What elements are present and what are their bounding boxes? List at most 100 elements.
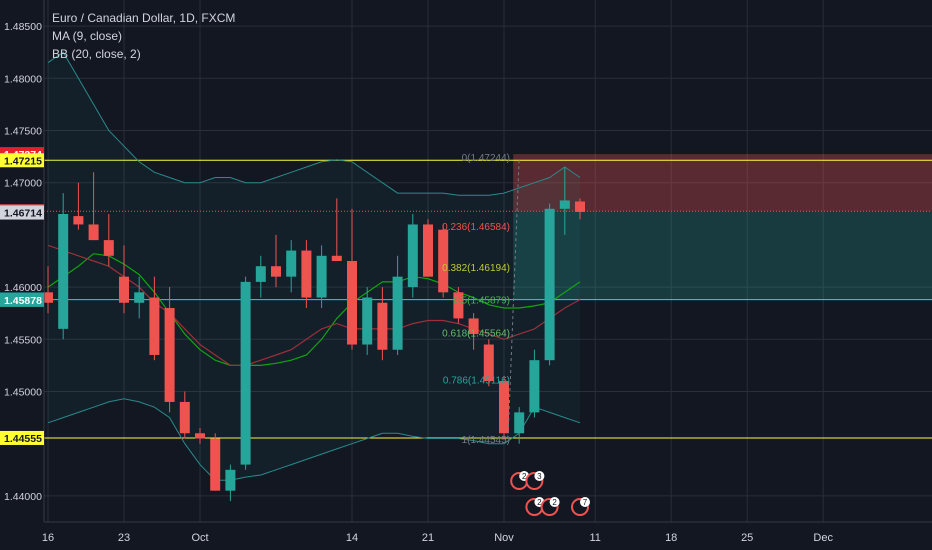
candle [377,287,388,361]
price-badge [0,292,44,307]
price-badge-label: 1.46714 [4,208,42,220]
candle-body [195,433,205,439]
candle-body [453,292,464,319]
candle [240,276,251,470]
candle-body [331,255,342,261]
candle [316,245,327,308]
candle [179,391,190,439]
candle-body [514,412,525,434]
candle-body [286,250,297,277]
price-badge [0,430,44,445]
fibonacci-retracement[interactable]: 0(1.47244) 0.236(1.46584) 0.382(1.46194) 0.… [442,153,520,446]
candle [453,287,464,324]
time-tick-label: 14 [346,532,358,544]
price-tick-label: 1.47500 [4,126,42,138]
price-tick-label: 1.45500 [4,334,42,346]
candle-body [225,469,236,491]
candle [271,234,281,288]
candle-body [407,224,418,288]
candle-body [119,276,129,303]
event-marker-badge [549,497,560,507]
candle [499,375,509,439]
event-marker-badge [534,471,545,481]
fib-level-label[interactable]: 0.382(1.46194) [442,263,510,274]
fib-trend-line[interactable] [507,157,520,440]
candle-body [483,344,494,382]
candle [559,167,570,235]
candle [331,198,342,261]
candle [58,193,69,340]
event-marker-count: 7 [583,498,588,507]
price-tick-label: 1.45000 [4,387,42,399]
price-badge-label: 1.44555 [4,433,42,445]
event-marker[interactable]: 2 [540,497,560,516]
event-marker[interactable]: 7 [571,497,590,516]
candle [255,255,266,298]
event-marker-count: 2 [522,472,527,481]
candle-body [164,307,175,402]
candle [43,266,53,314]
candle [73,182,84,230]
candle-body [529,360,540,413]
price-badge-label: 1.45878 [4,295,42,307]
candle [301,240,312,308]
time-tick-label: Dec [813,532,833,544]
price-badge [0,153,44,168]
price-badge-label: 1.47215 [4,155,42,167]
candle-body [377,302,388,350]
event-markers[interactable]: 2 3 2 2 7 [510,471,590,516]
candle-body [255,266,266,282]
candle [134,276,145,319]
candlesticks [43,167,585,502]
candle [195,428,205,444]
time-tick-label: 11 [589,532,600,544]
candle [529,349,540,418]
bb-upper-line [47,51,581,196]
candle-body [362,297,373,345]
bollinger-bands [47,51,581,481]
bb-basis-line [47,253,581,366]
candle [88,172,99,241]
candle-body [423,224,433,277]
candle-body [301,250,312,298]
price-tick-label: 1.46000 [4,282,42,294]
candle-body [316,255,327,298]
candle [210,433,221,491]
candle [575,198,585,220]
candle-body [468,318,479,335]
candle [407,214,418,298]
fib-level-label[interactable]: 0.5(1.45879) [453,296,510,307]
take-profit-zone[interactable] [513,211,932,300]
candle-body [271,266,281,277]
time-tick-label: 16 [42,532,54,544]
price-tick-label: 1.48500 [4,21,42,33]
fib-level-label[interactable]: 1(1.44545) [462,435,510,446]
symbol-title[interactable]: Euro / Canadian Dollar, 1D, FXCM [52,11,236,25]
fib-level-label[interactable]: 0(1.47244) [462,153,510,164]
candle [423,219,433,277]
price-tick-label: 1.47000 [4,178,42,190]
candle [514,407,525,444]
event-marker[interactable]: 2 [525,497,545,516]
candle [347,208,357,350]
candle-body [499,381,509,434]
candle [362,287,373,355]
candle-body [73,216,84,225]
bb-indicator-label[interactable]: BB (20, close, 2) [52,47,141,61]
candle-body [347,261,357,345]
horizontal-lines[interactable] [44,159,932,439]
candle-body [58,214,69,329]
fib-level-label[interactable]: 0.236(1.46584) [442,222,510,233]
candle [164,287,175,413]
event-marker[interactable]: 3 [525,471,545,490]
fib-level-label[interactable]: 0.618(1.45564) [442,329,510,340]
candle-body [559,200,570,209]
candle-body [392,276,403,350]
event-marker-count: 2 [537,498,542,507]
fib-level-label[interactable]: 0.786(1.45116) [443,375,510,386]
ma-indicator-label[interactable]: MA (9, close) [52,29,123,43]
price-badge [0,205,44,220]
candle [468,313,479,350]
